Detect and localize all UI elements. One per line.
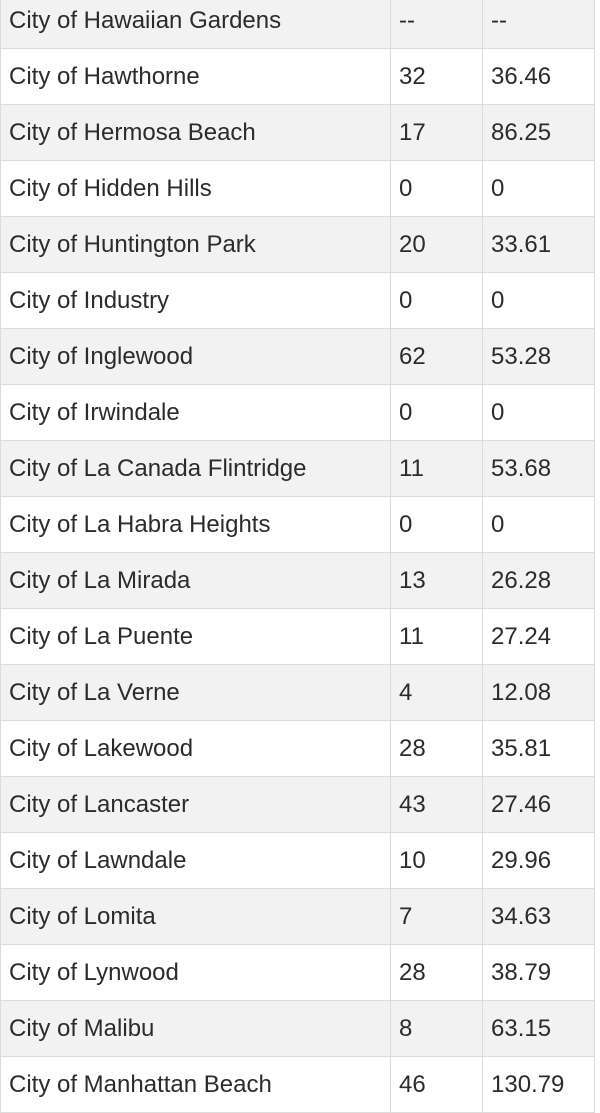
count-cell: 0 <box>390 384 483 441</box>
count-cell: 0 <box>390 272 483 329</box>
table-row: City of La Puente 11 27.24 <box>0 608 595 665</box>
count-cell: 46 <box>390 1056 483 1113</box>
rate-cell: 35.81 <box>482 720 595 777</box>
count-cell: 11 <box>390 440 483 497</box>
table-row: City of Irwindale 0 0 <box>0 384 595 441</box>
table-row: City of Hawthorne 32 36.46 <box>0 48 595 105</box>
rate-cell: 0 <box>482 496 595 553</box>
table-row: City of Huntington Park 20 33.61 <box>0 216 595 273</box>
count-cell: 7 <box>390 888 483 945</box>
rate-cell: 0 <box>482 272 595 329</box>
table-row: City of Lancaster 43 27.46 <box>0 776 595 833</box>
city-name-cell: City of La Mirada <box>0 552 391 609</box>
city-name-cell: City of Industry <box>0 272 391 329</box>
city-name-cell: City of Hidden Hills <box>0 160 391 217</box>
city-name-cell: City of Lomita <box>0 888 391 945</box>
table-row: City of Lawndale 10 29.96 <box>0 832 595 889</box>
rate-cell: 27.46 <box>482 776 595 833</box>
city-name-cell: City of Lakewood <box>0 720 391 777</box>
count-cell: 13 <box>390 552 483 609</box>
rate-cell: 36.46 <box>482 48 595 105</box>
rate-cell: 27.24 <box>482 608 595 665</box>
city-name-cell: City of La Verne <box>0 664 391 721</box>
table-row: City of Malibu 8 63.15 <box>0 1000 595 1057</box>
rate-cell: 38.79 <box>482 944 595 1001</box>
city-name-cell: City of Lynwood <box>0 944 391 1001</box>
rate-cell: 53.68 <box>482 440 595 497</box>
rate-cell: 12.08 <box>482 664 595 721</box>
table-row: City of La Mirada 13 26.28 <box>0 552 595 609</box>
table-row: City of Hawaiian Gardens -- -- <box>0 0 595 49</box>
rate-cell: 63.15 <box>482 1000 595 1057</box>
count-cell: 8 <box>390 1000 483 1057</box>
count-cell: 28 <box>390 720 483 777</box>
count-cell: 17 <box>390 104 483 161</box>
count-cell: 20 <box>390 216 483 273</box>
table-row: City of Industry 0 0 <box>0 272 595 329</box>
count-cell: 28 <box>390 944 483 1001</box>
city-name-cell: City of Hermosa Beach <box>0 104 391 161</box>
rate-cell: 26.28 <box>482 552 595 609</box>
city-name-cell: City of Lancaster <box>0 776 391 833</box>
table-row: City of Inglewood 62 53.28 <box>0 328 595 385</box>
table-row: City of Lakewood 28 35.81 <box>0 720 595 777</box>
city-name-cell: City of Huntington Park <box>0 216 391 273</box>
city-name-cell: City of Manhattan Beach <box>0 1056 391 1113</box>
table-row: City of La Habra Heights 0 0 <box>0 496 595 553</box>
rate-cell: 29.96 <box>482 832 595 889</box>
table-row: City of La Canada Flintridge 11 53.68 <box>0 440 595 497</box>
city-name-cell: City of La Habra Heights <box>0 496 391 553</box>
city-name-cell: City of Inglewood <box>0 328 391 385</box>
count-cell: 43 <box>390 776 483 833</box>
count-cell: 4 <box>390 664 483 721</box>
rate-cell: 0 <box>482 160 595 217</box>
table-row: City of La Verne 4 12.08 <box>0 664 595 721</box>
city-name-cell: City of Irwindale <box>0 384 391 441</box>
count-cell: 10 <box>390 832 483 889</box>
count-cell: 11 <box>390 608 483 665</box>
table-row: City of Hidden Hills 0 0 <box>0 160 595 217</box>
city-name-cell: City of Malibu <box>0 1000 391 1057</box>
city-name-cell: City of La Puente <box>0 608 391 665</box>
rate-cell: 86.25 <box>482 104 595 161</box>
city-name-cell: City of Hawaiian Gardens <box>0 0 391 49</box>
rate-cell: 53.28 <box>482 328 595 385</box>
table-row: City of Hermosa Beach 17 86.25 <box>0 104 595 161</box>
city-name-cell: City of Lawndale <box>0 832 391 889</box>
city-name-cell: City of Hawthorne <box>0 48 391 105</box>
rate-cell: -- <box>482 0 595 49</box>
rate-cell: 0 <box>482 384 595 441</box>
city-name-cell: City of La Canada Flintridge <box>0 440 391 497</box>
rate-cell: 34.63 <box>482 888 595 945</box>
count-cell: 32 <box>390 48 483 105</box>
count-cell: -- <box>390 0 483 49</box>
table-row: City of Lomita 7 34.63 <box>0 888 595 945</box>
table-row: City of Manhattan Beach 46 130.79 <box>0 1056 595 1113</box>
rate-cell: 33.61 <box>482 216 595 273</box>
table-row: City of Lynwood 28 38.79 <box>0 944 595 1001</box>
count-cell: 62 <box>390 328 483 385</box>
count-cell: 0 <box>390 496 483 553</box>
count-cell: 0 <box>390 160 483 217</box>
rate-cell: 130.79 <box>482 1056 595 1113</box>
